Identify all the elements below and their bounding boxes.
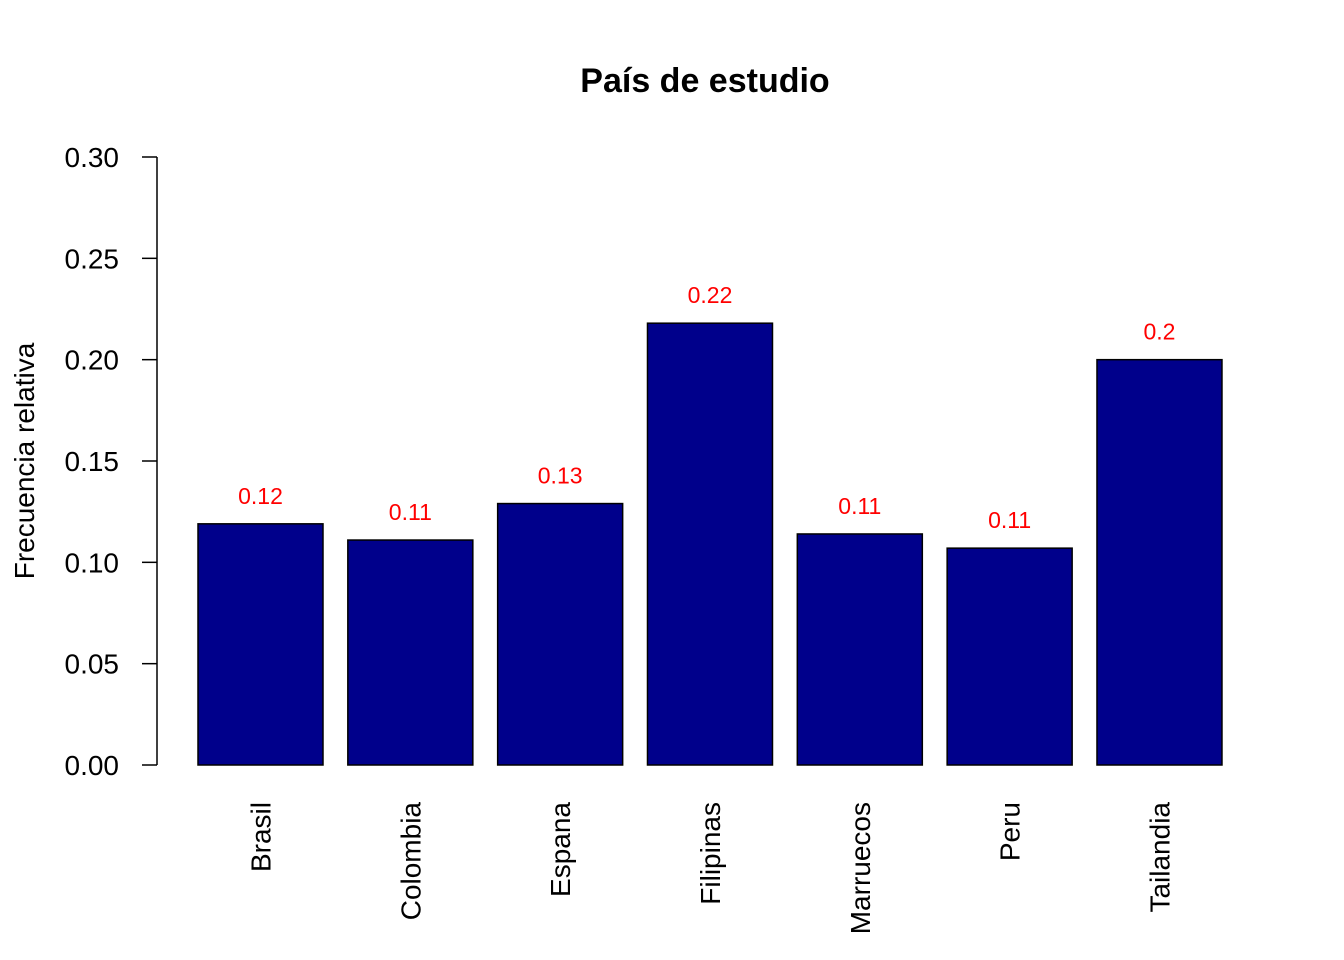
chart-title: País de estudio [580, 62, 829, 100]
y-axis-ticks: 0.00 0.05 0.10 0.15 0.20 0.25 0.30 [65, 142, 157, 781]
y-axis-label: Frecuencia relativa [9, 342, 40, 579]
y-tick-label: 0.25 [65, 243, 120, 274]
bar-tailandia [1096, 358, 1223, 766]
data-label: 0.22 [688, 282, 733, 308]
data-labels-group: 0.12 0.11 0.13 0.22 0.11 0.11 0.2 [238, 282, 1175, 533]
y-tick-label: 0.15 [65, 446, 120, 477]
data-label: 0.13 [538, 463, 583, 489]
category-labels-group: Brasil Colombia Espana Filipinas Marruecos Pe… [246, 802, 1176, 935]
x-tick-label: Peru [995, 802, 1026, 861]
data-label: 0.11 [838, 493, 881, 519]
x-tick-label: Colombia [395, 802, 426, 921]
data-label: 0.2 [1143, 319, 1175, 345]
y-tick-label: 0.30 [65, 142, 120, 173]
bar-filipinas [646, 322, 774, 766]
bar-peru [946, 547, 1073, 766]
x-tick-label: Brasil [246, 802, 277, 872]
data-label: 0.11 [988, 507, 1031, 533]
y-tick-label: 0.10 [65, 547, 120, 578]
bar-colombia [347, 539, 474, 766]
bar-espana [496, 502, 624, 766]
data-label: 0.12 [238, 483, 283, 509]
x-tick-label: Marruecos [845, 802, 876, 934]
bar-brasil [197, 523, 324, 766]
bar-marruecos [796, 533, 924, 766]
y-tick-label: 0.05 [65, 649, 120, 680]
x-tick-label: Espana [545, 802, 576, 897]
bars-group [197, 322, 1223, 766]
x-tick-label: Filipinas [695, 802, 726, 905]
y-tick-label: 0.20 [65, 345, 120, 376]
x-tick-label: Tailandia [1144, 802, 1175, 913]
data-label: 0.11 [389, 499, 432, 525]
y-tick-label: 0.00 [65, 750, 120, 781]
